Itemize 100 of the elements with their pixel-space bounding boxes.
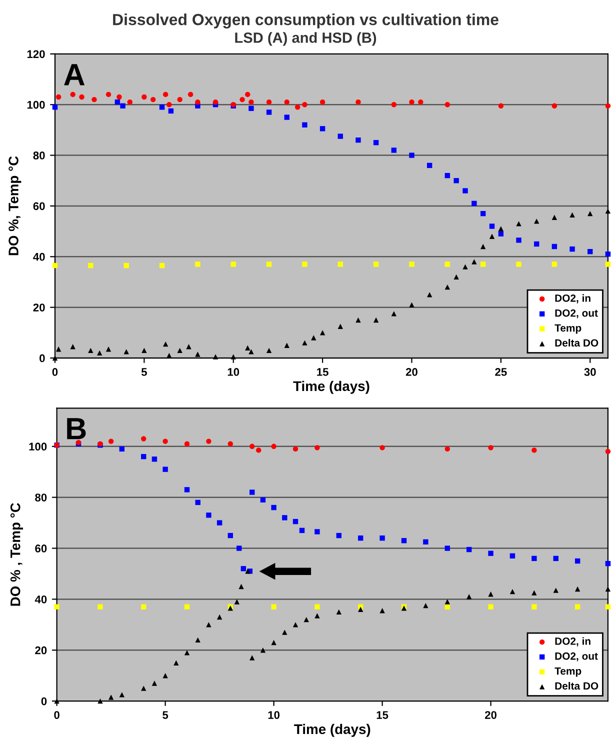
point [516,221,522,226]
point [552,262,558,267]
chart-title: Dissolved Oxygen consumption vs cultivation time [113,13,498,28]
point [409,99,414,105]
point [605,262,611,267]
y-tick-label: 0 [41,697,47,706]
y-tick-label: 60 [33,202,45,210]
point [462,264,468,270]
x-tick-label: 30 [584,368,596,376]
point [240,96,245,102]
point [248,99,254,105]
point [150,96,156,102]
point [304,616,309,622]
point [108,438,114,444]
point [373,262,379,267]
point [423,602,428,608]
point [314,529,320,534]
point [54,604,60,610]
x-tick-label: 5 [162,711,168,719]
point [88,348,94,354]
point [532,604,537,610]
point [498,226,504,232]
point [426,292,432,298]
point [186,344,192,350]
point [358,606,364,612]
point [409,262,414,267]
point [336,609,342,615]
point [570,246,575,252]
point [238,584,244,590]
point [314,613,320,618]
legend-label: DO2, in [555,294,590,304]
point [294,104,300,110]
point [472,259,477,264]
point [141,454,146,460]
point [409,152,414,158]
legend-label: Delta DO [555,338,598,347]
y-tick-label: 20 [35,646,47,654]
point [391,311,396,316]
point [228,532,234,538]
point [52,262,58,268]
point [108,694,114,700]
point [574,586,580,592]
point [250,655,255,660]
point [260,497,266,502]
y-tick-label: 40 [34,595,47,604]
point [216,614,222,620]
point [532,590,537,596]
point [472,200,477,206]
point [159,262,165,268]
point [177,348,182,354]
legend-label: DO2, in [555,637,590,646]
point [423,539,428,544]
point [162,341,168,347]
point [271,640,276,646]
point [162,92,168,98]
legend-label: DO2, out [555,309,598,318]
point [92,96,97,102]
x-axis-title: Time (days) [293,380,370,394]
point [174,660,179,666]
point [292,446,298,452]
point [159,104,165,110]
point [444,599,450,604]
x-tick-label: 20 [406,368,418,376]
point [284,114,290,120]
point [320,99,326,105]
point [480,210,486,216]
point [98,698,103,704]
point [498,103,504,108]
point [380,535,385,541]
point [489,224,495,229]
point [282,630,288,635]
point [466,594,472,600]
point [230,354,236,360]
point [391,102,396,108]
point [266,110,272,115]
point [409,302,414,308]
point [184,650,190,656]
y-tick-label: 0 [40,354,45,362]
point [488,604,494,610]
point [206,512,212,518]
point [553,556,558,562]
point [266,348,272,354]
point [534,218,540,224]
point [195,262,200,267]
point [380,445,385,450]
x-tick-label: 15 [317,368,328,376]
point [444,172,450,178]
point [605,448,611,454]
point [466,546,472,552]
point [356,99,361,105]
point [338,324,343,329]
point [311,335,316,340]
y-tick-label: 80 [33,152,45,160]
point [320,126,326,132]
point [152,680,158,686]
point [498,231,504,236]
point [120,103,126,108]
annotation: B [67,418,86,440]
point [271,604,276,610]
point [271,504,276,510]
